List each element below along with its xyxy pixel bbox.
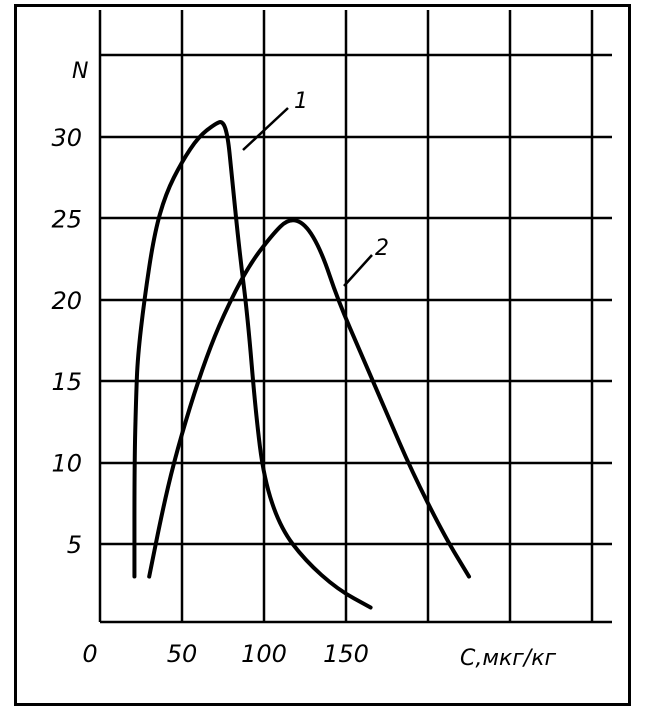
- series-1-leader: [242, 107, 289, 151]
- series-1-label: 1: [294, 89, 308, 114]
- series-2-label: 2: [375, 236, 389, 261]
- chart-series: 12: [132, 89, 471, 610]
- series-2-leader: [343, 254, 373, 287]
- y-tick-label: 25: [51, 205, 82, 233]
- chart-tick-labels: 5 10 15 20 25 30 0 50 100 150: [51, 124, 368, 668]
- x-tick-label: 50: [167, 640, 198, 668]
- x-tick-label: 150: [323, 640, 369, 668]
- chart-frame: [14, 4, 631, 706]
- x-axis-label: C,мкг/кг: [460, 646, 556, 671]
- y-tick-label: 15: [51, 368, 82, 396]
- y-tick-label: 5: [67, 531, 82, 559]
- y-axis-label: N: [72, 59, 88, 84]
- series-2-line: [147, 218, 471, 579]
- chart-grid: [98, 10, 612, 622]
- y-tick-label: 10: [51, 450, 82, 478]
- x-tick-label: 0: [82, 640, 97, 668]
- y-tick-label: 30: [51, 124, 82, 152]
- series-1-line: [132, 120, 373, 610]
- x-tick-label: 100: [241, 640, 287, 668]
- y-tick-label: 20: [51, 287, 82, 315]
